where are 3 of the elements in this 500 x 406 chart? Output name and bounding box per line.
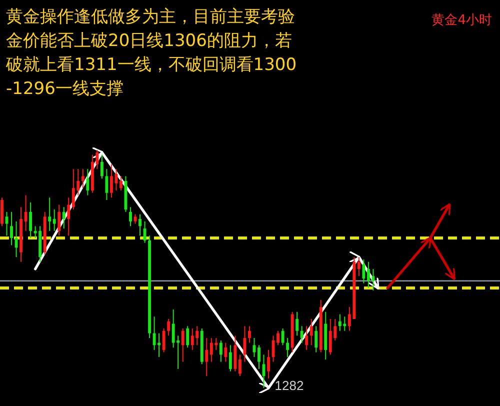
annotation: 1282 [274, 378, 304, 393]
chart-subtitle: 黄金4小时 [432, 13, 492, 28]
chart-title: 黄金操作逢低做多为主，目前主要考验金价能否上破20日线1306的阻力，若破就上看1311一线，不破回调看1300-1296一线支撑 [5, 7, 297, 99]
